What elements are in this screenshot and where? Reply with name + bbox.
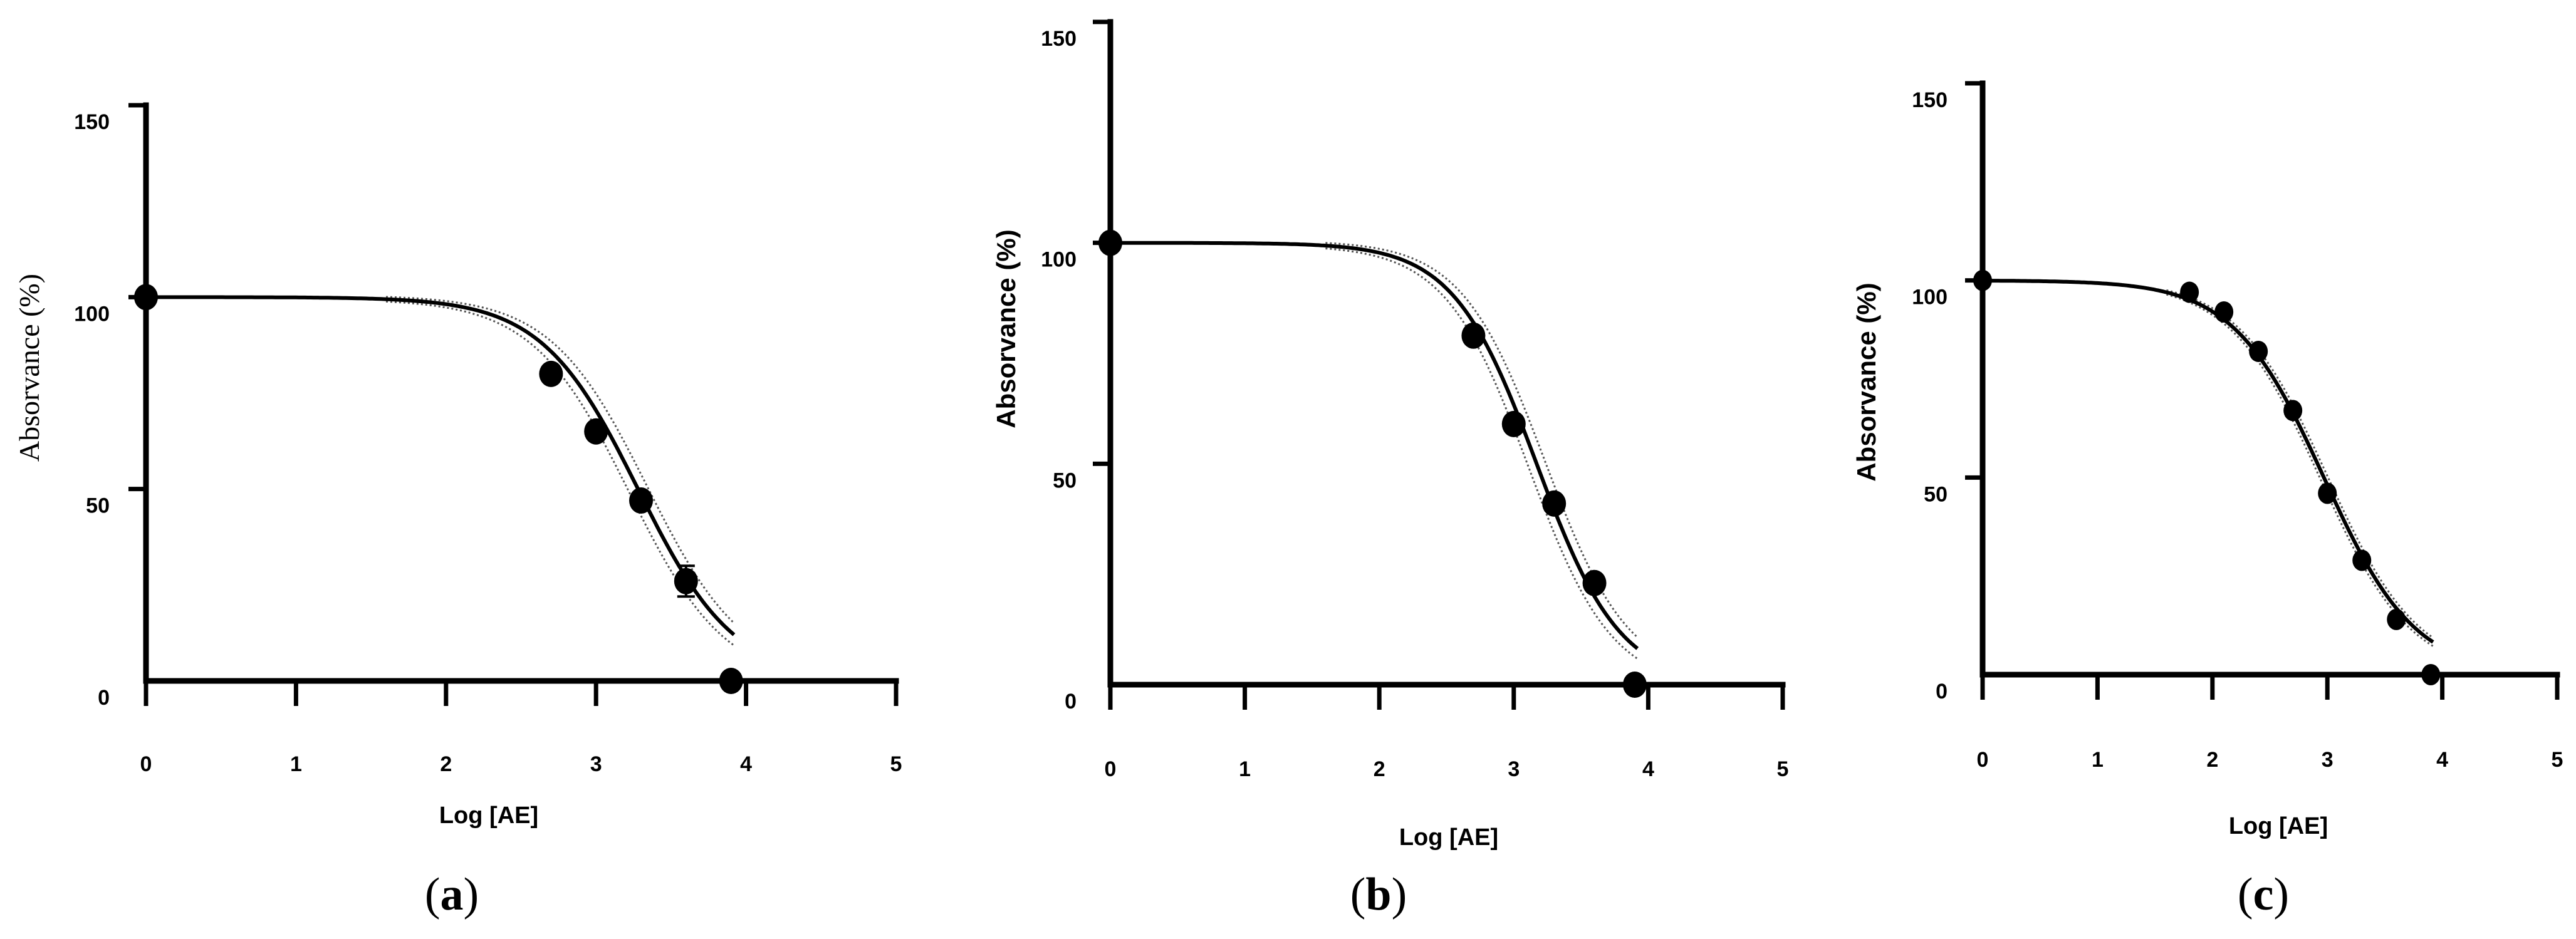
x-axis-title-a: Log [AE] bbox=[439, 802, 538, 829]
data-point-c-2 bbox=[2214, 301, 2234, 323]
y-tick-label-b-150: 150 bbox=[1041, 27, 1077, 51]
y-tick-label-b-100: 100 bbox=[1041, 248, 1077, 272]
y-tick-label-c-150: 150 bbox=[1912, 88, 1948, 112]
x-tick-label-c-5: 5 bbox=[2552, 748, 2563, 772]
y-tick-label-c-0: 0 bbox=[1936, 680, 1948, 703]
data-point-b-0 bbox=[1098, 229, 1122, 256]
x-tick-label-a-2: 2 bbox=[440, 752, 452, 776]
x-tick-label-b-0: 0 bbox=[1105, 757, 1117, 781]
x-tick-label-c-0: 0 bbox=[1977, 748, 1989, 772]
data-point-a-2 bbox=[584, 418, 608, 445]
y-tick-label-a-0: 0 bbox=[98, 686, 110, 710]
x-axis-title-c: Log [AE] bbox=[2229, 813, 2328, 839]
y-tick-label-c-50: 50 bbox=[1924, 482, 1948, 506]
x-tick-label-a-1: 1 bbox=[290, 752, 302, 776]
panel-letter-b: b bbox=[1365, 869, 1391, 920]
ci-lower-b bbox=[1325, 247, 1639, 660]
x-tick-label-a-4: 4 bbox=[740, 752, 752, 776]
panel-label-b: (b) bbox=[1350, 869, 1407, 920]
ci-lower-c bbox=[2166, 293, 2434, 647]
fit-curve-a bbox=[146, 295, 736, 636]
ci-upper-c bbox=[2166, 289, 2434, 639]
data-point-c-0 bbox=[1973, 269, 1992, 291]
y-tick-label-c-100: 100 bbox=[1912, 286, 1948, 309]
panel-b: Absorvance (%) Log [AE] (b) 0 1 2 3 4 5050100… bbox=[991, 19, 1789, 920]
data-point-c-4 bbox=[2283, 400, 2303, 422]
x-tick-label-c-4: 4 bbox=[2436, 748, 2448, 772]
data-point-c-7 bbox=[2387, 608, 2406, 630]
panel-c: Absorvance (%) Log [AE] (c) 0 1 2 3 4 5050100… bbox=[1852, 80, 2563, 920]
panel-letter-c: c bbox=[2253, 869, 2274, 920]
x-tick-label-b-3: 3 bbox=[1508, 757, 1520, 781]
data-point-b-1 bbox=[1461, 322, 1486, 349]
data-point-a-0 bbox=[134, 284, 158, 311]
ci-lower-a bbox=[385, 300, 735, 646]
data-point-c-1 bbox=[2180, 281, 2199, 303]
x-tick-label-c-1: 1 bbox=[2092, 748, 2104, 772]
x-axis-title-b: Log [AE] bbox=[1399, 824, 1498, 851]
y-axis-title-b: Absorvance (%) bbox=[991, 229, 1021, 428]
y-tick-label-b-0: 0 bbox=[1065, 690, 1077, 713]
data-point-a-3 bbox=[629, 487, 654, 514]
fit-curve-c bbox=[1983, 279, 2434, 644]
x-tick-label-b-1: 1 bbox=[1239, 757, 1251, 781]
y-tick-label-a-150: 150 bbox=[74, 110, 110, 134]
x-tick-label-a-0: 0 bbox=[140, 752, 152, 776]
data-point-c-5 bbox=[2318, 482, 2337, 504]
x-tick-label-b-5: 5 bbox=[1777, 757, 1789, 781]
data-point-b-5 bbox=[1622, 672, 1647, 698]
y-tick-label-b-50: 50 bbox=[1053, 469, 1077, 492]
panel-label-c: (c) bbox=[2238, 869, 2289, 920]
data-point-a-4 bbox=[674, 568, 698, 594]
x-tick-label-b-2: 2 bbox=[1374, 757, 1385, 781]
y-axis-title-c: Absorvance (%) bbox=[1852, 283, 1881, 481]
panel-a: Absorvance (%) Log [AE] (a) 0 1 2 3 4 5050100… bbox=[13, 102, 902, 920]
data-point-a-1 bbox=[539, 360, 563, 387]
data-point-c-3 bbox=[2249, 340, 2268, 362]
x-tick-label-c-3: 3 bbox=[2322, 748, 2334, 772]
x-tick-label-c-2: 2 bbox=[2206, 748, 2218, 772]
x-tick-label-b-4: 4 bbox=[1642, 757, 1654, 781]
panel-letter-a: a bbox=[441, 869, 464, 920]
panel-label-a: (a) bbox=[425, 869, 479, 920]
data-point-a-5 bbox=[719, 668, 743, 694]
data-point-b-3 bbox=[1542, 490, 1567, 517]
fit-curve-b bbox=[1110, 241, 1639, 650]
x-tick-label-a-5: 5 bbox=[890, 752, 902, 776]
data-point-b-4 bbox=[1582, 569, 1607, 596]
y-tick-label-a-50: 50 bbox=[86, 494, 110, 518]
y-axis-title-a: Absorvance (%) bbox=[13, 274, 45, 462]
data-point-b-2 bbox=[1501, 410, 1526, 437]
x-tick-label-a-3: 3 bbox=[590, 752, 602, 776]
data-point-c-6 bbox=[2352, 549, 2372, 571]
y-tick-label-a-100: 100 bbox=[74, 302, 110, 326]
ci-upper-a bbox=[385, 296, 735, 624]
data-point-c-8 bbox=[2421, 664, 2441, 685]
